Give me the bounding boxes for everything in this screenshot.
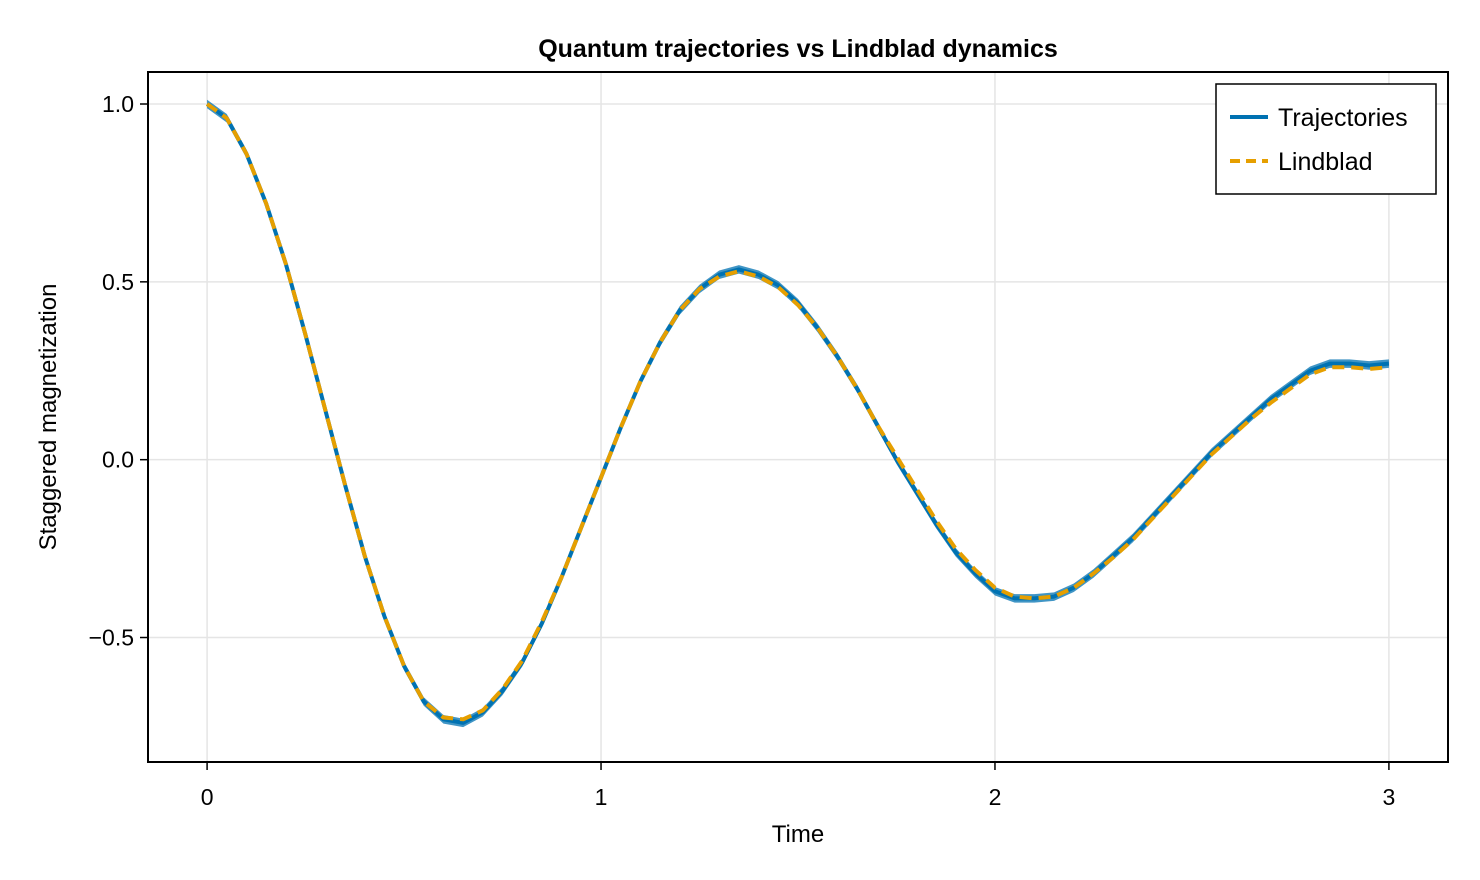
confidence-bands — [207, 99, 1389, 728]
band-trajectories — [207, 99, 1389, 728]
legend-label-trajectories: Trajectories — [1278, 104, 1408, 132]
legend-label-lindblad: Lindblad — [1278, 148, 1373, 176]
x-tick-label: 3 — [1383, 784, 1396, 810]
legend: Trajectories Lindblad — [1215, 83, 1437, 195]
legend-box — [1215, 83, 1437, 195]
x-tick-label: 0 — [201, 784, 214, 810]
y-tick-label: −0.5 — [89, 625, 134, 651]
y-tick-label: 1.0 — [102, 91, 134, 117]
y-axis-label: Staggered magnetization — [35, 284, 62, 551]
chart-title: Quantum trajectories vs Lindblad dynamic… — [538, 35, 1058, 63]
x-axis-ticks: 0 1 2 3 — [201, 762, 1396, 810]
x-tick-label: 2 — [989, 784, 1002, 810]
y-axis-ticks: −0.5 0.0 0.5 1.0 — [89, 91, 148, 651]
plot-frame — [147, 71, 1449, 763]
x-axis-label: Time — [772, 821, 824, 848]
series-lines — [205, 102, 1390, 725]
y-tick-label: 0.5 — [102, 269, 134, 295]
y-tick-label: 0.0 — [102, 447, 134, 473]
x-tick-label: 1 — [595, 784, 608, 810]
series-line-lindblad — [205, 102, 1390, 722]
